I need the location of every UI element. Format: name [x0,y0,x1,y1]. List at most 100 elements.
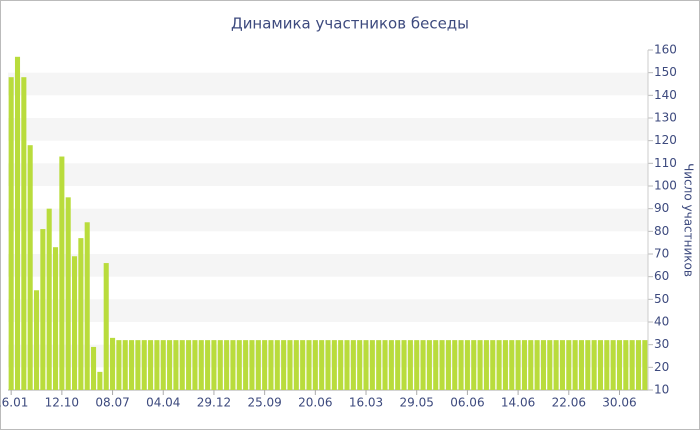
x-tick-label: 06.06 [450,396,484,410]
bar [59,156,65,390]
bar [515,340,521,390]
y-tick-label: 20 [654,360,669,374]
x-tick-label: 25.09 [247,396,281,410]
bar [148,340,154,390]
bar [597,340,604,390]
y-tick-label: 120 [654,133,677,147]
bar [528,340,534,390]
bar [464,340,470,390]
y-tick-label: 50 [654,292,669,306]
bar [236,340,242,390]
bar [496,340,502,390]
x-tick-label: 12.10 [45,396,79,410]
bar [78,238,84,390]
x-tick-label: 14.06 [501,396,535,410]
x-tick-label: 04.04 [146,396,180,410]
grid-band [8,299,648,322]
y-tick-label: 60 [654,269,669,283]
bar [211,340,217,390]
bar [91,346,97,390]
y-axis-label: Число участников [682,163,696,277]
bar [287,340,293,390]
bar [388,340,394,390]
bar [642,340,648,390]
bar [46,208,52,390]
bar [21,77,27,390]
bar [198,340,204,390]
bar [192,340,198,390]
bar [578,340,584,390]
bar [135,340,141,390]
bar [502,340,508,390]
y-tick-label: 110 [654,156,677,170]
bar [477,340,483,390]
grid-band [8,118,648,141]
bar [350,340,356,390]
bar [249,340,255,390]
bar [414,340,420,390]
bar [224,340,230,390]
bar [33,290,40,390]
x-tick-label: 20.06 [298,396,332,410]
bar [325,340,331,390]
bar [369,340,375,390]
y-tick-label: 10 [654,383,669,397]
bar [623,340,629,390]
bar [420,340,426,390]
bar [395,340,401,390]
bar [572,340,578,390]
bar [490,340,496,390]
bar [439,340,445,390]
bar [483,340,489,390]
bar [116,340,122,390]
bar [591,340,597,390]
bar [27,145,33,390]
bar [401,340,407,390]
bar [293,340,299,390]
bar [217,340,223,390]
x-tick-label: 16.01 [0,396,28,410]
y-tick-label: 40 [654,315,669,329]
x-tick-label: 22.06 [552,396,586,410]
grid-band [8,208,648,232]
y-tick-label: 30 [654,337,669,351]
bar [547,340,553,390]
bar [14,56,21,391]
bar [72,256,78,390]
bar [338,340,344,390]
bar [129,340,135,390]
chart-title: Динамика участников беседы [231,15,469,33]
bar [230,340,236,390]
bar [110,337,116,390]
bar [445,340,451,390]
y-tick-label: 130 [654,111,677,125]
bar [433,340,439,390]
bar [52,247,59,390]
x-tick-label: 08.07 [95,396,129,410]
bar [205,340,211,390]
bar [186,340,192,390]
bar [8,77,14,390]
bar [559,340,565,390]
y-tick-label: 90 [654,201,669,215]
x-tick-label: 29.12 [197,396,231,410]
bar [84,222,90,390]
bar [382,340,388,390]
bar [154,340,160,390]
bar [344,340,350,390]
bar [173,340,179,390]
bar [274,340,280,390]
y-tick-label: 80 [654,224,669,238]
bar [97,371,103,390]
bar [566,340,572,390]
bar [471,340,477,390]
bar [122,340,128,390]
bar [167,340,173,390]
bar [103,263,109,390]
bar [604,340,610,390]
y-tick-label: 70 [654,247,669,261]
bar [160,340,166,390]
bar [255,340,261,390]
bar [319,340,325,390]
